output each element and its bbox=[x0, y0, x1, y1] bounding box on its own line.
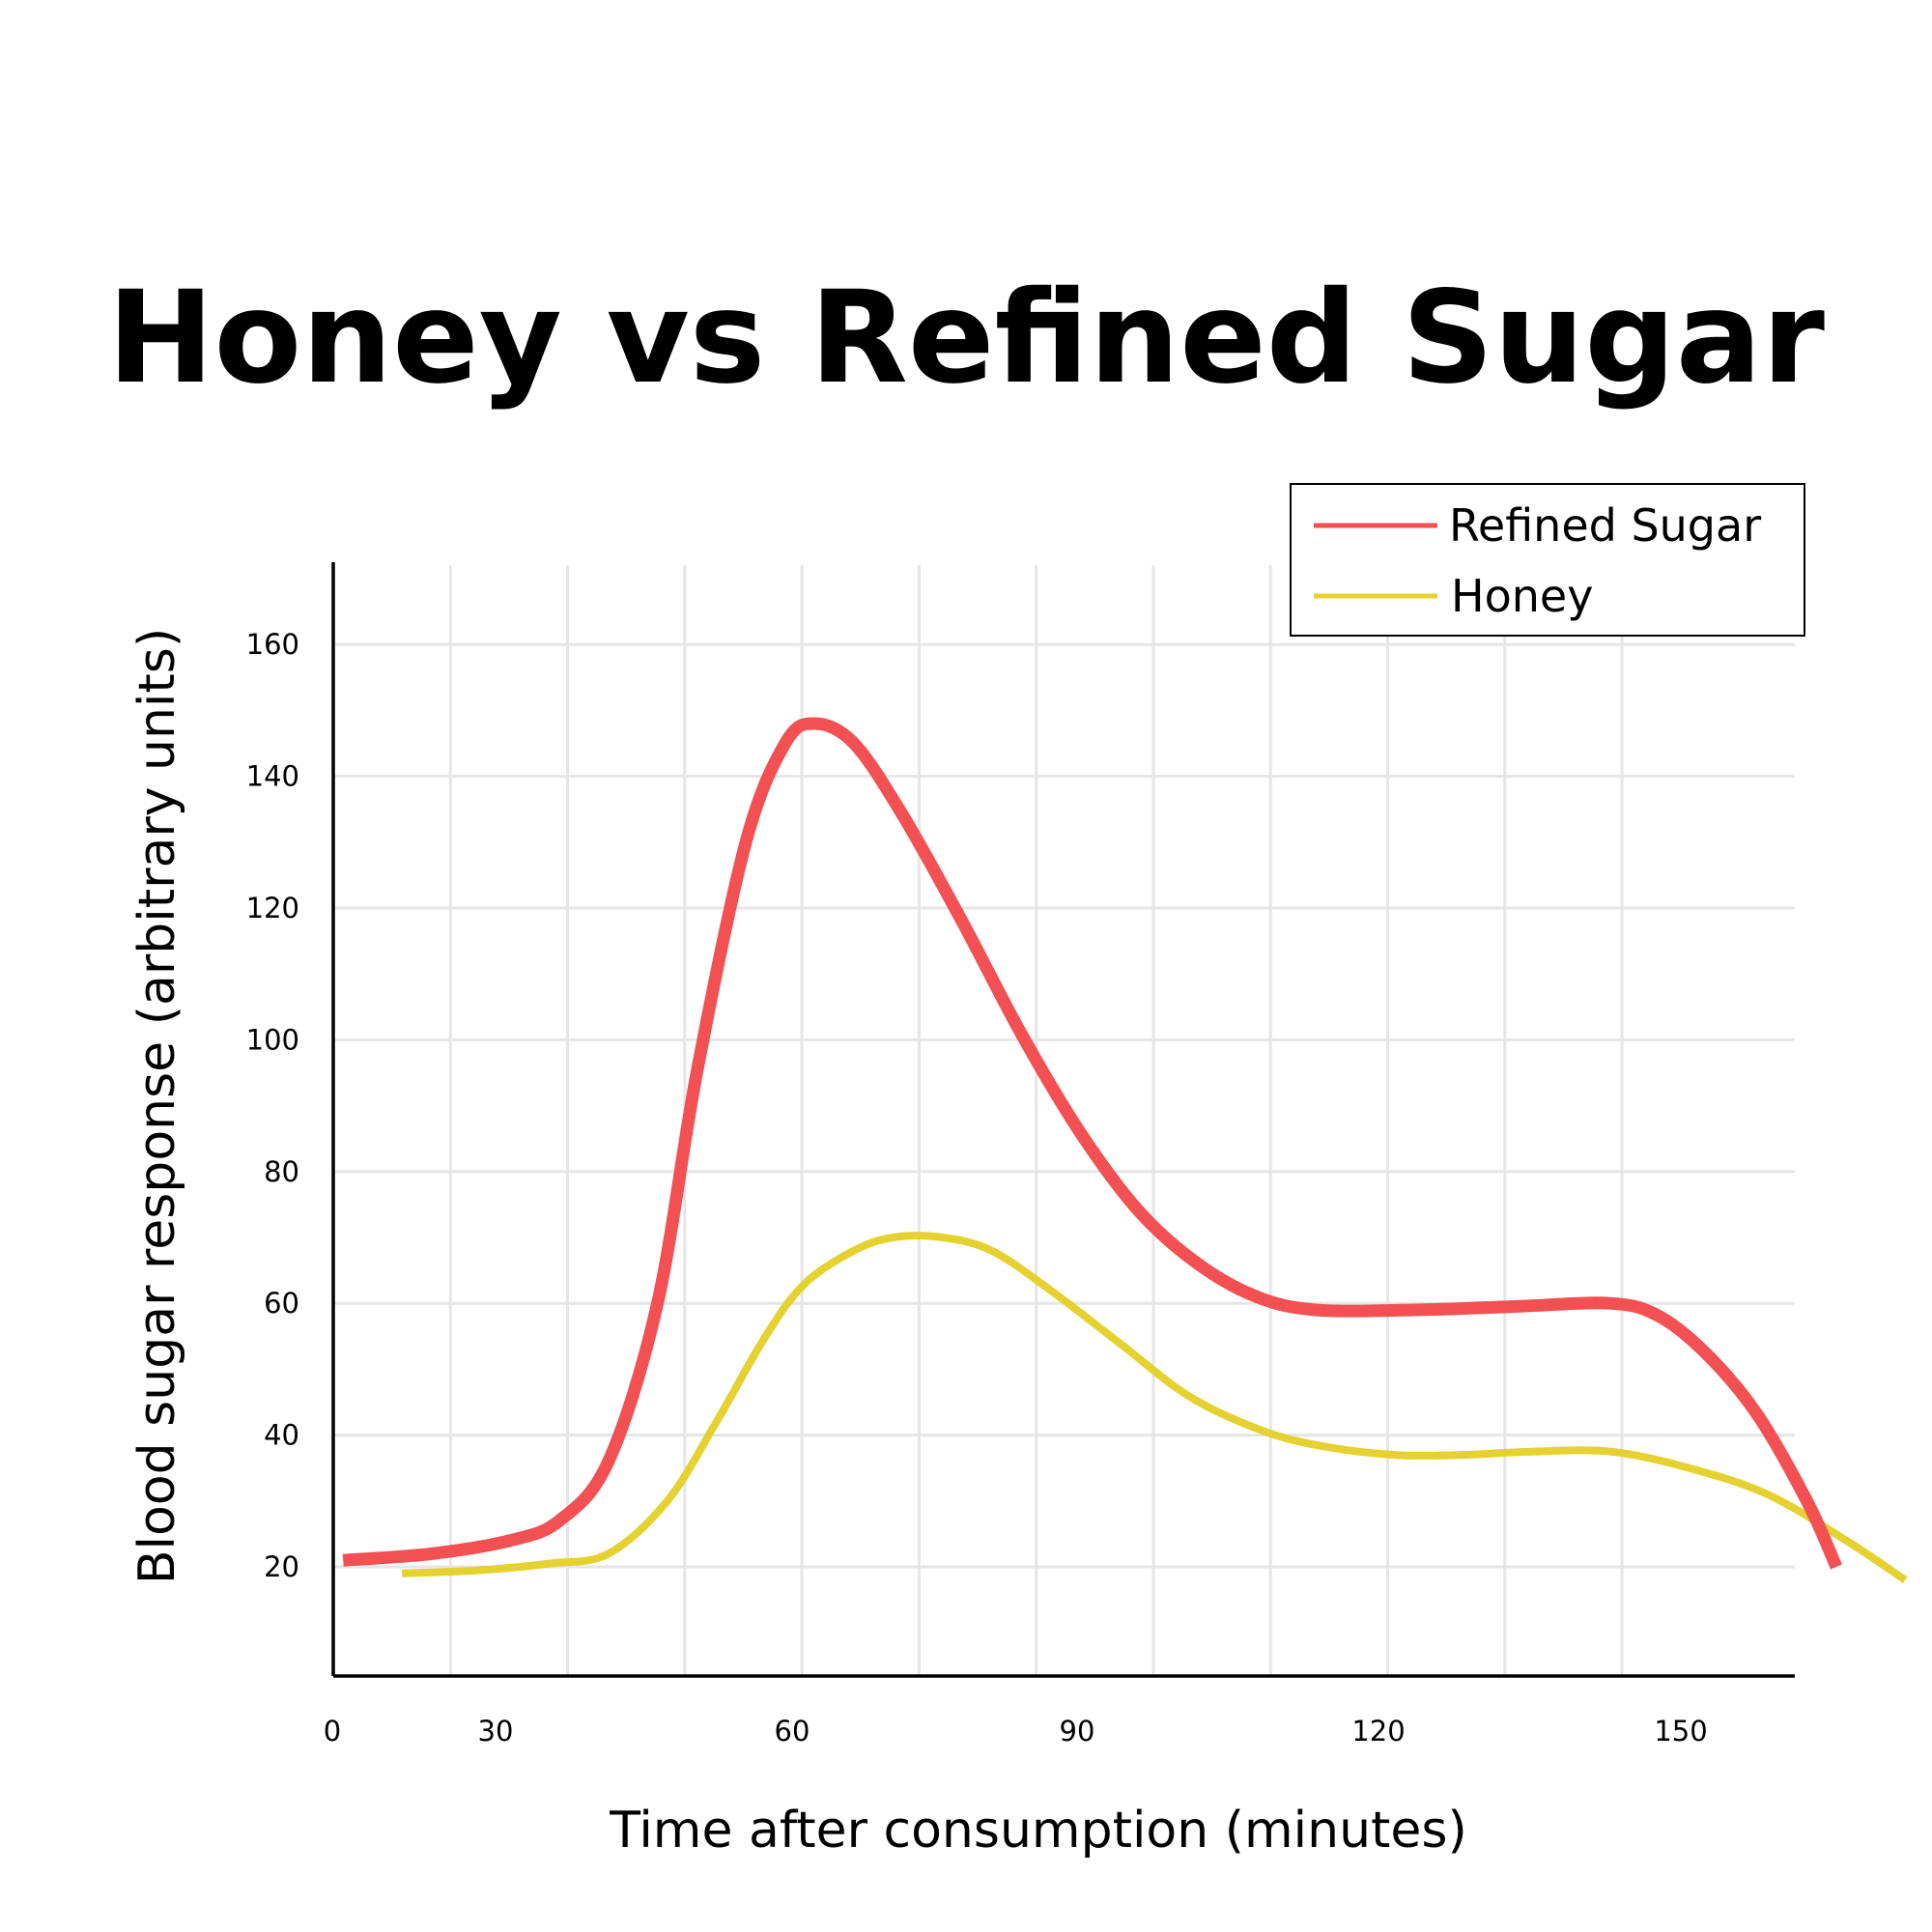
legend-label-honey: Honey bbox=[1451, 570, 1593, 622]
x-tick-label: 30 bbox=[478, 1715, 514, 1747]
legend: Refined Sugar Honey bbox=[1290, 483, 1805, 637]
x-tick-label: 90 bbox=[1060, 1715, 1095, 1747]
y-tick-label: 160 bbox=[246, 628, 299, 661]
x-axis-label: Time after consumption (minutes) bbox=[609, 1802, 1467, 1860]
y-axis-label: Blood sugar response (arbitrary units) bbox=[128, 628, 186, 1584]
x-tick-labels: 0 30 60 90 120 150 bbox=[324, 1715, 1708, 1747]
x-tick-label: 120 bbox=[1351, 1715, 1405, 1747]
y-tick-label: 120 bbox=[246, 892, 299, 924]
chart-title: Honey vs Refined Sugar bbox=[107, 264, 1825, 412]
gridlines bbox=[333, 565, 1795, 1676]
y-tick-label: 20 bbox=[264, 1550, 299, 1583]
y-tick-label: 40 bbox=[264, 1419, 299, 1452]
x-tick-label: 60 bbox=[775, 1715, 810, 1747]
legend-box bbox=[1290, 483, 1805, 637]
x-tick-label: 150 bbox=[1654, 1715, 1707, 1747]
y-tick-label: 140 bbox=[246, 760, 299, 793]
x-tick-label: 0 bbox=[324, 1715, 341, 1747]
y-tick-label: 60 bbox=[264, 1287, 299, 1320]
y-tick-label: 80 bbox=[264, 1155, 299, 1188]
y-tick-label: 100 bbox=[246, 1023, 299, 1056]
legend-label-refined-sugar: Refined Sugar bbox=[1449, 499, 1761, 552]
series-line-honey bbox=[402, 1232, 1908, 1583]
y-tick-labels: 20 40 60 80 100 120 140 160 bbox=[246, 628, 299, 1583]
series-lines bbox=[342, 717, 1908, 1583]
series-line-refined-sugar bbox=[342, 717, 1842, 1570]
